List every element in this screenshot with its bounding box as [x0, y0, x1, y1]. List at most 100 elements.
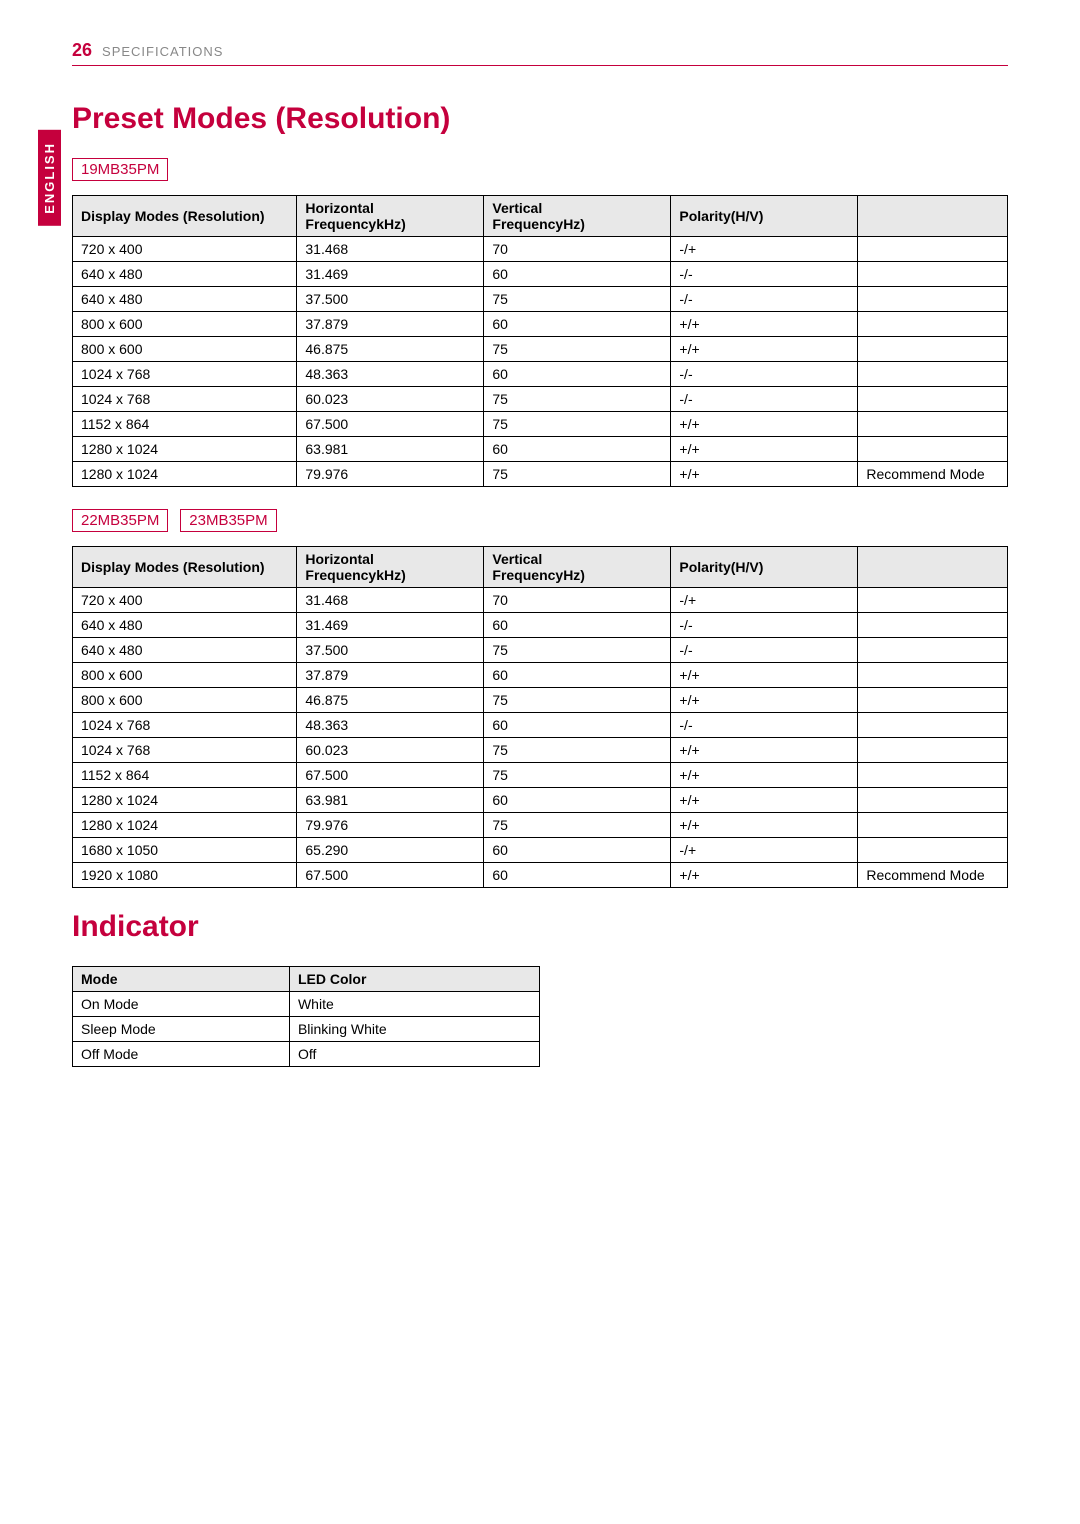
model-badge: 22MB35PM [72, 509, 168, 532]
table-cell [858, 588, 1008, 613]
table-cell [858, 688, 1008, 713]
table-cell: 67.500 [297, 412, 484, 437]
table-cell: 60 [484, 312, 671, 337]
table-row: 1680 x 105065.29060-/+ [73, 838, 1008, 863]
table-cell: 60.023 [297, 387, 484, 412]
table-cell: 1024 x 768 [73, 387, 297, 412]
table-cell: 48.363 [297, 713, 484, 738]
table-cell: 60 [484, 362, 671, 387]
table-cell: +/+ [671, 462, 858, 487]
table-cell: 1280 x 1024 [73, 788, 297, 813]
col-led: LED Color [289, 967, 539, 992]
table-cell: 800 x 600 [73, 663, 297, 688]
table-cell [858, 813, 1008, 838]
table-cell: 75 [484, 738, 671, 763]
col-polarity: Polarity(H/V) [671, 196, 858, 237]
table-cell: 1920 x 1080 [73, 863, 297, 888]
table-cell: Off Mode [73, 1042, 290, 1067]
table-cell: +/+ [671, 788, 858, 813]
table-cell: White [289, 992, 539, 1017]
col-hfreq: Horizontal FrequencykHz) [297, 547, 484, 588]
heading-indicator: Indicator [72, 910, 1008, 944]
table-cell: 67.500 [297, 863, 484, 888]
table-cell [858, 412, 1008, 437]
table-row: 720 x 40031.46870-/+ [73, 237, 1008, 262]
table-cell [858, 638, 1008, 663]
table-cell: -/+ [671, 838, 858, 863]
table-cell: 75 [484, 287, 671, 312]
heading-preset-modes: Preset Modes (Resolution) [72, 102, 1008, 136]
table-cell [858, 362, 1008, 387]
table-cell: 79.976 [297, 462, 484, 487]
preset-modes-table-2: Display Modes (Resolution) Horizontal Fr… [72, 546, 1008, 888]
table-row: 1024 x 76860.02375+/+ [73, 738, 1008, 763]
table-cell [858, 387, 1008, 412]
col-note [858, 547, 1008, 588]
col-resolution: Display Modes (Resolution) [73, 547, 297, 588]
preset-modes-table-1: Display Modes (Resolution) Horizontal Fr… [72, 195, 1008, 487]
table-cell: 1280 x 1024 [73, 462, 297, 487]
table-cell: 1024 x 768 [73, 362, 297, 387]
table-cell: 31.468 [297, 237, 484, 262]
table-cell: 60.023 [297, 738, 484, 763]
table-row: 800 x 60037.87960+/+ [73, 312, 1008, 337]
table-row: 720 x 40031.46870-/+ [73, 588, 1008, 613]
page-number: 26 [72, 40, 92, 61]
table-cell: 60 [484, 437, 671, 462]
table-row: 1024 x 76848.36360-/- [73, 362, 1008, 387]
table-cell: 1152 x 864 [73, 412, 297, 437]
table-cell: +/+ [671, 312, 858, 337]
table-cell [858, 788, 1008, 813]
col-vfreq: Vertical FrequencyHz) [484, 547, 671, 588]
table-cell [858, 237, 1008, 262]
table-cell: -/+ [671, 237, 858, 262]
model-badges-row-2: 22MB35PM 23MB35PM [72, 509, 1008, 532]
table-cell: 1280 x 1024 [73, 437, 297, 462]
table-cell: Recommend Mode [858, 462, 1008, 487]
table-row: 640 x 48037.50075-/- [73, 287, 1008, 312]
table-cell: 720 x 400 [73, 588, 297, 613]
table-cell: -/- [671, 387, 858, 412]
table-cell: -/- [671, 287, 858, 312]
table-cell: 46.875 [297, 688, 484, 713]
table-cell: 640 x 480 [73, 287, 297, 312]
table-row: 800 x 60046.87575+/+ [73, 688, 1008, 713]
table-row: 1280 x 102479.97675+/+ [73, 813, 1008, 838]
table-cell: 48.363 [297, 362, 484, 387]
table-row: 1280 x 102463.98160+/+ [73, 437, 1008, 462]
table-cell: -/- [671, 638, 858, 663]
table-cell: 640 x 480 [73, 262, 297, 287]
table-cell: 800 x 600 [73, 312, 297, 337]
table-cell: On Mode [73, 992, 290, 1017]
table-row: 1152 x 86467.50075+/+ [73, 412, 1008, 437]
table-cell: 75 [484, 462, 671, 487]
table-cell: 37.500 [297, 287, 484, 312]
table-cell: +/+ [671, 738, 858, 763]
table-cell: 79.976 [297, 813, 484, 838]
table-cell: -/- [671, 613, 858, 638]
table-cell: +/+ [671, 688, 858, 713]
table-cell [858, 738, 1008, 763]
table-cell: 60 [484, 663, 671, 688]
table-cell [858, 312, 1008, 337]
table-cell: Sleep Mode [73, 1017, 290, 1042]
table-cell: +/+ [671, 663, 858, 688]
table-cell: 63.981 [297, 437, 484, 462]
table-cell: 60 [484, 838, 671, 863]
table-cell: 75 [484, 638, 671, 663]
table-cell: Blinking White [289, 1017, 539, 1042]
model-badge: 19MB35PM [72, 158, 168, 181]
table-row: 800 x 60046.87575+/+ [73, 337, 1008, 362]
table-cell: Recommend Mode [858, 863, 1008, 888]
table-cell: 31.469 [297, 613, 484, 638]
table-row: 800 x 60037.87960+/+ [73, 663, 1008, 688]
table-cell: 60 [484, 613, 671, 638]
table-cell: 75 [484, 387, 671, 412]
col-note [858, 196, 1008, 237]
table-cell [858, 613, 1008, 638]
table-cell: 67.500 [297, 763, 484, 788]
table-cell: 60 [484, 788, 671, 813]
table-cell: 70 [484, 588, 671, 613]
table-cell: -/- [671, 362, 858, 387]
table-cell: +/+ [671, 863, 858, 888]
